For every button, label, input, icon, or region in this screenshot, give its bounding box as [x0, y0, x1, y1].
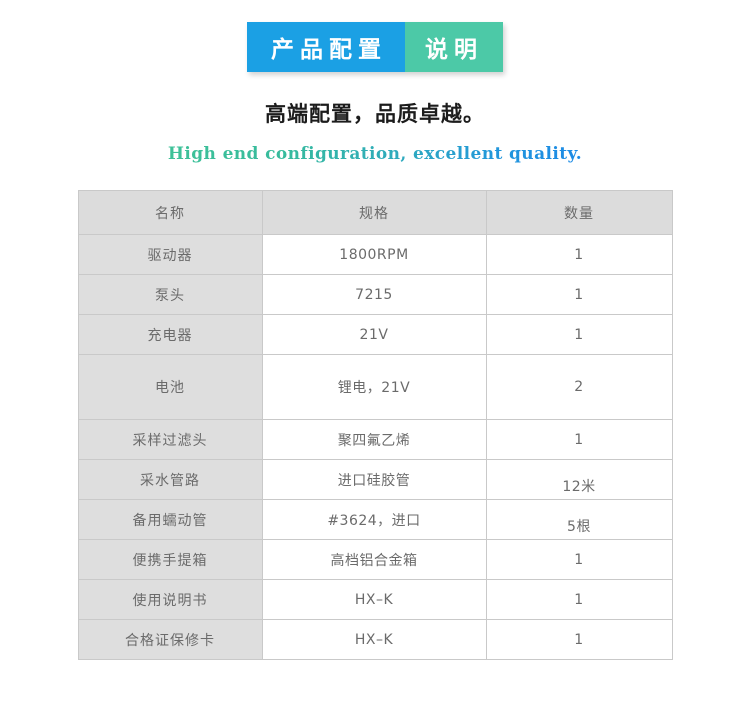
- column-header-qty: 数量: [485, 190, 673, 235]
- column-header-spec: 规格: [261, 190, 487, 235]
- banner-segment-primary: 产品配置: [247, 22, 405, 72]
- cell-quantity: 1: [485, 539, 673, 580]
- section-title-banner: 产品配置 说明: [247, 22, 503, 72]
- cell-quantity: 12米: [485, 459, 673, 500]
- banner-segment-secondary: 说明: [405, 22, 503, 72]
- cell-name: 便携手提箱: [77, 539, 263, 580]
- cell-spec: 聚四氟乙烯: [261, 419, 487, 460]
- cell-quantity: 1: [485, 234, 673, 275]
- table-row: 采样过滤头 聚四氟乙烯 1: [77, 419, 673, 460]
- cell-name: 采样过滤头: [77, 419, 263, 460]
- table-row: 备用蠕动管 #3624，进口 5根: [77, 499, 673, 540]
- cell-name: 使用说明书: [77, 579, 263, 620]
- cell-quantity: 1: [485, 314, 673, 355]
- cell-name: 合格证保修卡: [77, 619, 263, 660]
- table-row: 使用说明书 HX–K 1: [77, 579, 673, 620]
- cell-name: 电池: [77, 354, 263, 420]
- spec-table-head: 名称 规格 数量: [77, 190, 673, 235]
- cell-spec: 进口硅胶管: [261, 459, 487, 500]
- cell-quantity: 2: [485, 354, 673, 420]
- cell-quantity: 1: [485, 274, 673, 315]
- cell-name: 充电器: [77, 314, 263, 355]
- table-row: 合格证保修卡 HX–K 1: [77, 619, 673, 660]
- spec-table: 名称 规格 数量 驱动器 1800RPM 1 泵头 7215 1 充电器 21V 1 电池 锂电，2…: [77, 190, 673, 660]
- table-header-row: 名称 规格 数量: [77, 190, 673, 235]
- column-header-name: 名称: [77, 190, 263, 235]
- cell-name: 备用蠕动管: [77, 499, 263, 540]
- cell-spec: 1800RPM: [261, 234, 487, 275]
- cell-quantity: 5根: [485, 499, 673, 540]
- cell-spec: 21V: [261, 314, 487, 355]
- spec-table-body: 驱动器 1800RPM 1 泵头 7215 1 充电器 21V 1 电池 锂电，21V 2 采样过滤头聚…: [77, 234, 673, 660]
- table-row: 采水管路 进口硅胶管 12米: [77, 459, 673, 500]
- cell-spec: 高档铝合金箱: [261, 539, 487, 580]
- spec-table-container: 名称 规格 数量 驱动器 1800RPM 1 泵头 7215 1 充电器 21V 1 电池 锂电，2…: [0, 190, 750, 660]
- cell-spec: HX–K: [261, 579, 487, 620]
- cell-quantity: 1: [485, 619, 673, 660]
- cell-name: 采水管路: [77, 459, 263, 500]
- cell-spec: 锂电，21V: [261, 354, 487, 420]
- subtitle-english-container: High end configuration, excellent qualit…: [0, 128, 750, 164]
- cell-spec: #3624，进口: [261, 499, 487, 540]
- subtitle-english: High end configuration, excellent qualit…: [167, 144, 583, 164]
- cell-name: 泵头: [77, 274, 263, 315]
- cell-quantity: 1: [485, 579, 673, 620]
- subtitle-chinese: 高端配置，品质卓越。: [265, 101, 485, 126]
- cell-quantity: 1: [485, 419, 673, 460]
- cell-spec: 7215: [261, 274, 487, 315]
- table-row: 便携手提箱 高档铝合金箱 1: [77, 539, 673, 580]
- table-row: 充电器 21V 1: [77, 314, 673, 355]
- table-row: 驱动器 1800RPM 1: [77, 234, 673, 275]
- table-row: 泵头 7215 1: [77, 274, 673, 315]
- cell-spec: HX–K: [261, 619, 487, 660]
- table-row: 电池 锂电，21V 2: [77, 354, 673, 420]
- cell-name: 驱动器: [77, 234, 263, 275]
- banner-container: 产品配置 说明: [0, 0, 750, 72]
